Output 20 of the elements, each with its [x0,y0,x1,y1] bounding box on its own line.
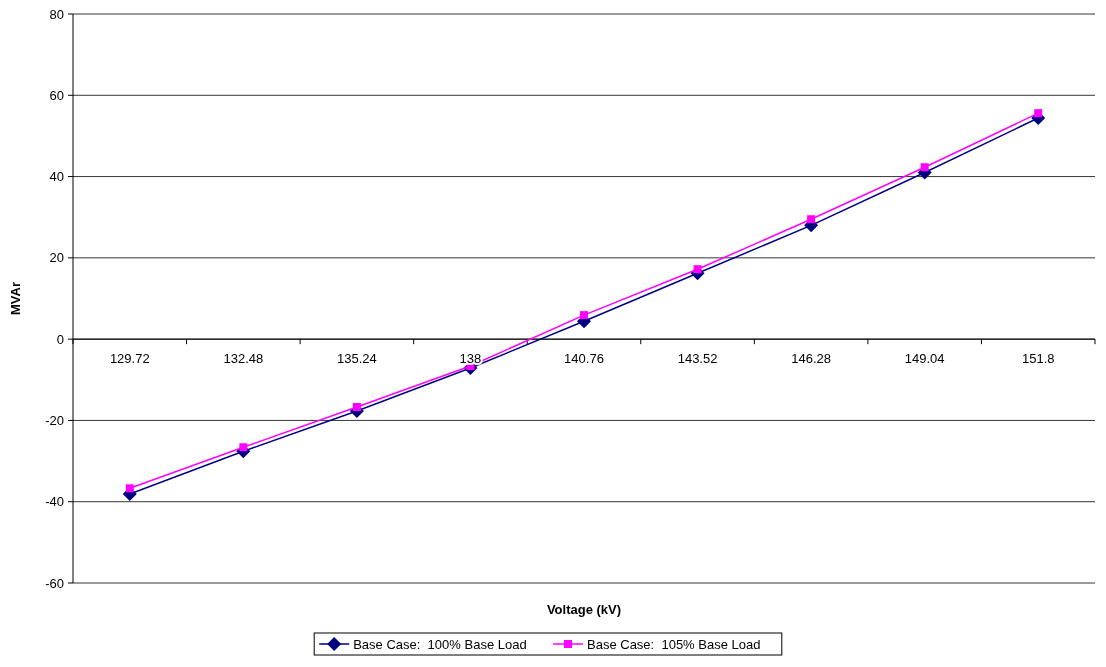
y-tick-label: 20 [49,250,64,266]
x-tick-label: 140.76 [564,351,604,367]
x-tick-label: 151.8 [1021,351,1055,367]
y-tick-label: -20 [45,412,64,428]
y-tick-label: 40 [49,169,64,185]
y-tick-label: -60 [45,575,64,591]
y-tick-label: 80 [49,6,64,22]
x-axis-title: Voltage (kV) [546,602,622,617]
x-tick-label: 135.24 [337,351,377,367]
legend-label: Base Case: 100% Base Load [353,636,527,652]
x-tick-label: 149.04 [904,351,945,367]
y-axis-title: MVAr [8,282,23,315]
x-tick-label: 146.28 [791,351,831,367]
x-tick-label: 129.72 [109,351,150,367]
legend-label: Base Case: 105% Base Load [587,636,761,652]
x-tick-label: 143.52 [677,351,718,367]
x-tick-label: 132.48 [223,351,264,367]
y-tick-label: 0 [56,331,64,347]
y-tick-label: -40 [45,494,64,510]
y-tick-label: 60 [49,87,64,103]
